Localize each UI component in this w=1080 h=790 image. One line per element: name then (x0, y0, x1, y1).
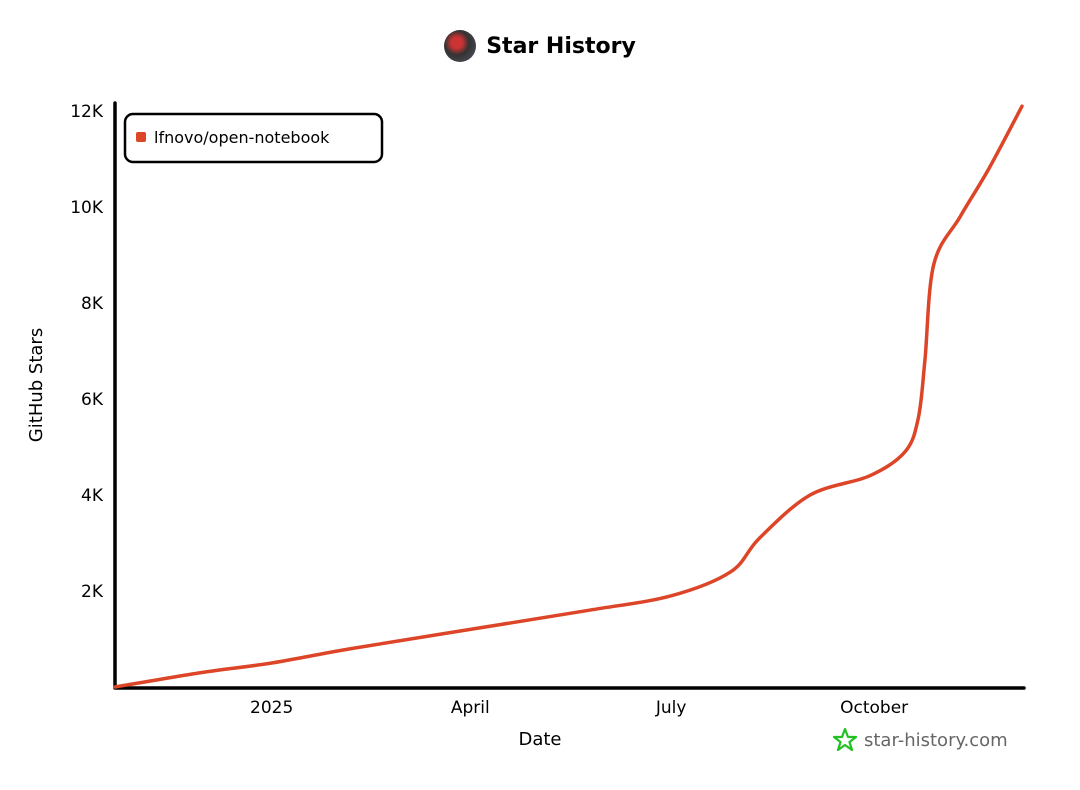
x-tick-label: April (451, 698, 490, 718)
y-tick-label: 4K (81, 486, 104, 506)
y-tick-label: 10K (70, 198, 104, 218)
star-outline-icon (832, 727, 858, 752)
legend-box (123, 112, 384, 164)
y-axis-title: GitHub Stars (26, 328, 47, 442)
legend-swatch (136, 132, 146, 142)
x-tick-label: 2025 (250, 698, 293, 718)
brand-text: star-history.com (864, 729, 1008, 751)
x-tick-label: July (655, 698, 687, 718)
brand-link[interactable]: star-history.com (832, 727, 1008, 753)
legend-label: lfnovo/open-notebook (154, 128, 330, 147)
chart-title: Star History (486, 33, 636, 59)
y-tick-label: 8K (81, 294, 104, 314)
y-tick-label: 6K (81, 390, 104, 410)
repo-owner-avatar (444, 30, 477, 62)
series-line (113, 104, 1024, 689)
y-tick-label: 12K (70, 102, 104, 122)
chart-header: Star History (0, 30, 1080, 62)
x-tick-label: October (840, 698, 908, 718)
x-axis-title: Date (518, 729, 561, 750)
y-tick-label: 2K (81, 582, 104, 602)
